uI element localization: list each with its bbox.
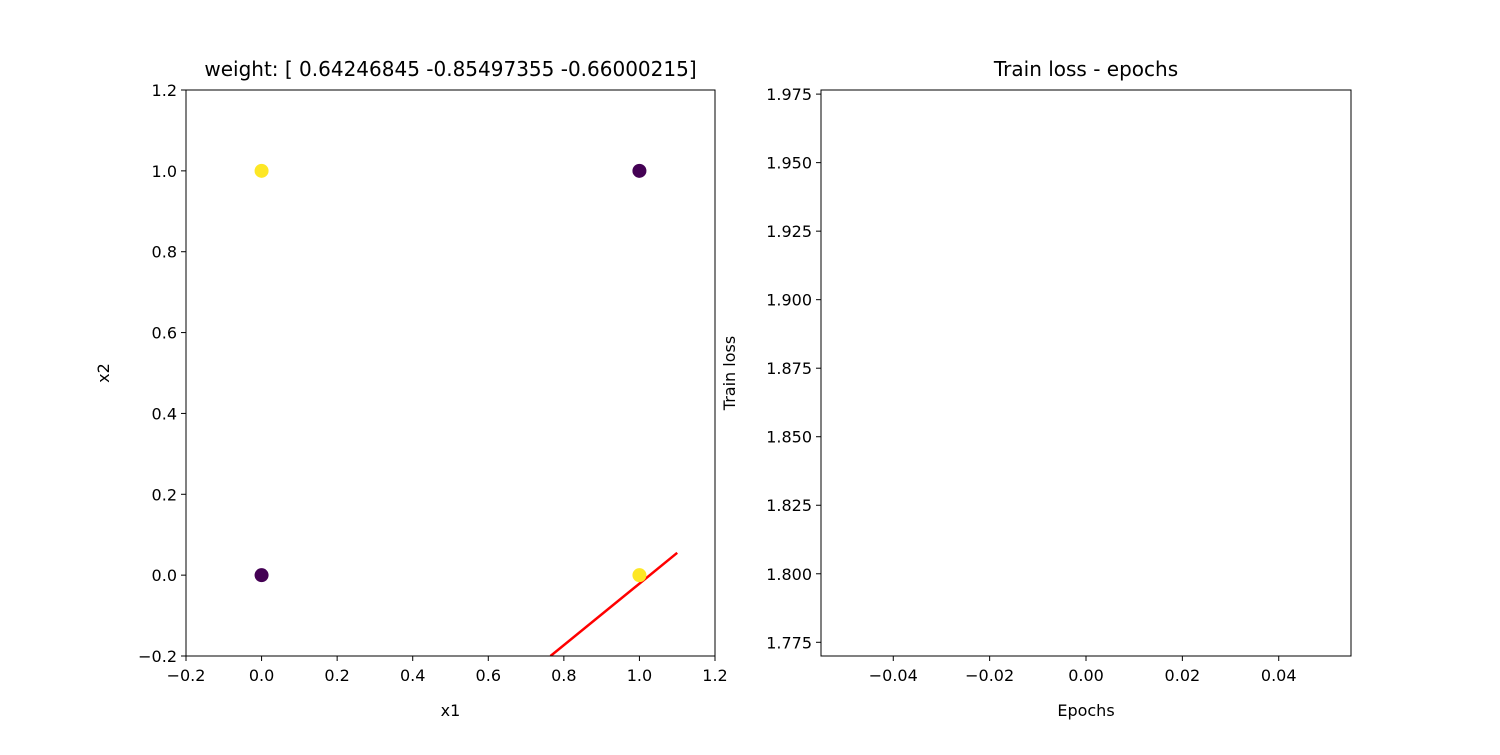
scatter-x-label: x1 bbox=[441, 701, 461, 720]
loss-x-tick-label: 0.04 bbox=[1261, 666, 1297, 685]
loss-y-label: Train loss bbox=[720, 336, 739, 411]
loss-title: Train loss - epochs bbox=[993, 57, 1178, 81]
decision-boundary-line bbox=[549, 551, 679, 656]
loss-y-tick-label: 1.850 bbox=[766, 428, 812, 447]
scatter-y-tick-label: 0.2 bbox=[152, 485, 177, 504]
scatter-x-tick-label: 0.0 bbox=[249, 666, 274, 685]
loss-x-ticks: −0.04 −0.02 0.00 0.02 0.04 bbox=[869, 656, 1297, 685]
scatter-title: weight: [ 0.64246845 -0.85497355 -0.6600… bbox=[204, 57, 696, 81]
scatter-plot-area bbox=[254, 163, 679, 656]
loss-axes-frame bbox=[820, 89, 1352, 657]
scatter-x-tick-label: 0.8 bbox=[551, 666, 576, 685]
loss-y-tick-label: 1.925 bbox=[766, 222, 812, 241]
scatter-point bbox=[632, 163, 647, 178]
scatter-y-tick-label: 1.2 bbox=[152, 81, 177, 100]
scatter-axes: −0.2 0.0 0.2 0.4 0.6 0.8 1.0 1.2 −0.2 0.0 0.2 0.4 0… bbox=[94, 57, 728, 720]
loss-axes: −0.04 −0.02 0.00 0.02 0.04 1.7751.8001.8251.… bbox=[720, 57, 1352, 720]
loss-y-tick-label: 1.825 bbox=[766, 496, 812, 515]
loss-y-tick-label: 1.950 bbox=[766, 154, 812, 173]
scatter-point bbox=[254, 163, 269, 178]
scatter-x-tick-label: 0.6 bbox=[476, 666, 501, 685]
loss-y-tick-label: 1.875 bbox=[766, 359, 812, 378]
loss-x-tick-label: 0.02 bbox=[1165, 666, 1201, 685]
loss-x-tick-label: 0.00 bbox=[1068, 666, 1104, 685]
loss-x-tick-label: −0.02 bbox=[965, 666, 1014, 685]
scatter-point bbox=[254, 568, 269, 583]
loss-x-tick-label: −0.04 bbox=[869, 666, 918, 685]
scatter-x-tick-label: −0.2 bbox=[167, 666, 206, 685]
scatter-y-tick-label: 1.0 bbox=[152, 162, 177, 181]
loss-y-tick-label: 1.775 bbox=[766, 633, 812, 652]
scatter-point bbox=[632, 568, 647, 583]
scatter-x-tick-label: 0.4 bbox=[400, 666, 425, 685]
scatter-x-tick-label: 1.0 bbox=[627, 666, 652, 685]
loss-y-tick-label: 1.975 bbox=[766, 85, 812, 104]
scatter-y-tick-label: 0.0 bbox=[152, 566, 177, 585]
loss-y-tick-label: 1.800 bbox=[766, 565, 812, 584]
scatter-y-tick-label: 0.4 bbox=[152, 404, 177, 423]
scatter-y-tick-label: 0.8 bbox=[152, 243, 177, 262]
scatter-axes-frame bbox=[185, 89, 716, 657]
scatter-y-label: x2 bbox=[94, 363, 113, 383]
scatter-x-tick-label: 0.2 bbox=[324, 666, 349, 685]
scatter-y-tick-label: −0.2 bbox=[138, 647, 177, 666]
scatter-x-ticks: −0.2 0.0 0.2 0.4 0.6 0.8 1.0 1.2 bbox=[167, 656, 728, 685]
scatter-y-ticks: −0.2 0.0 0.2 0.4 0.6 0.8 1.0 1.2 bbox=[138, 81, 186, 666]
loss-y-ticks: 1.775 1.800 1.825 1.850 1.875 1.900 1.925 1.950… bbox=[766, 85, 821, 652]
loss-y-tick-label: 1.900 bbox=[766, 291, 812, 310]
scatter-y-tick-label: 0.6 bbox=[152, 324, 177, 343]
scatter-x-tick-label: 1.2 bbox=[702, 666, 727, 685]
loss-x-label: Epochs bbox=[1057, 701, 1114, 720]
